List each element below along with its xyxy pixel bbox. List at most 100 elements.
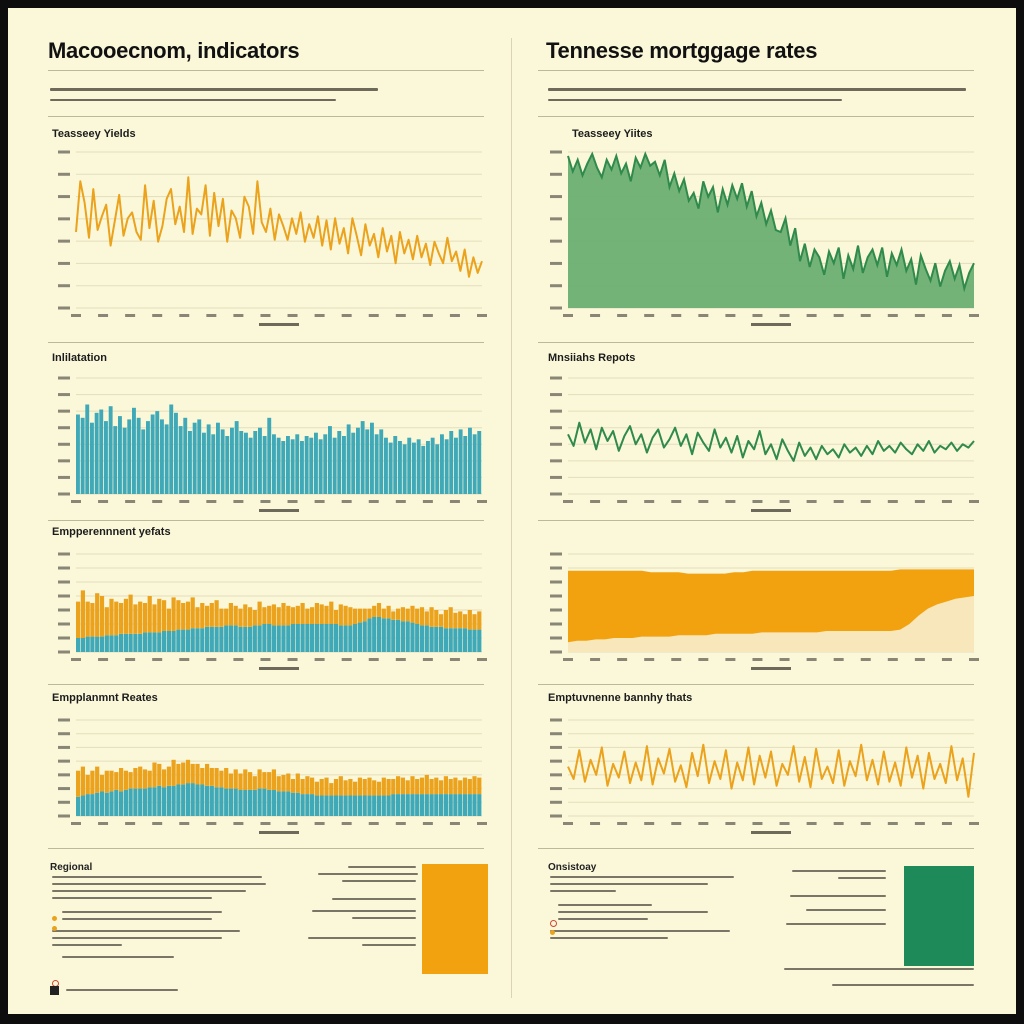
mortgage-rate-band-chart [550,552,979,670]
bar-segment [372,795,377,816]
bar-segment [243,789,248,816]
x-axis-label-mark [259,831,299,834]
bar [449,431,454,494]
bar-segment [362,795,367,816]
bar [276,437,281,494]
bar-segment [295,624,300,652]
bar-segment [353,795,358,816]
bar [463,436,468,494]
y-tick-mark [550,492,562,496]
bar-segment [415,624,420,652]
bar-segment [76,796,81,816]
x-tick-mark [833,314,844,317]
bar-segment [429,607,434,627]
bar-segment [252,610,257,626]
left-divider-2 [48,520,484,521]
bar-segment [267,772,272,790]
bar-segment [400,621,405,652]
x-tick-mark [833,500,844,503]
bar-segment [400,777,405,795]
bar [104,421,108,494]
market-reports-chart [550,376,979,512]
bar-segment [109,770,114,792]
bar [328,426,332,494]
x-tick-mark [806,500,817,503]
x-tick-mark [941,314,952,317]
bar-segment [190,763,195,784]
bar-segment [181,762,186,785]
bar [164,424,169,494]
bar-segment [333,624,339,652]
bar-segment [238,608,243,627]
bar-segment [439,626,444,652]
bar-segment [357,608,362,623]
x-tick-mark [233,500,244,503]
employment-monthly-title: Emptuvnenne bannhy thats [548,692,693,704]
x-tick-mark [422,822,433,825]
left-footer-icon [50,986,59,995]
y-tick-mark [550,636,562,640]
bar-segment [305,608,310,624]
bar [80,417,85,494]
bar-segment [142,603,148,633]
x-tick-mark [287,314,298,317]
series-line [75,176,483,278]
right-heading: Tennesse mortggage rates [546,38,818,63]
right-stat-box [904,866,974,966]
bar-segment [376,617,382,652]
bar-segment [109,598,114,636]
inflation-title: Inlilatation [52,352,107,364]
x-tick-mark [833,822,844,825]
bar [304,436,309,494]
y-tick-mark [550,787,562,791]
y-tick-mark [550,580,562,584]
bar-segment [200,768,205,785]
bar-segment [290,792,296,816]
bar-segment [109,635,114,652]
x-tick-mark [644,500,655,503]
bar-segment [429,794,434,816]
bar-segment [453,612,458,629]
x-tick-mark [341,822,352,825]
bar-segment [324,605,329,624]
bar-segment [357,795,362,816]
bar-segment [300,779,305,795]
x-tick-mark [314,314,325,317]
employment-monthly-chart [550,718,979,834]
x-tick-mark [125,500,136,503]
inflation-chart [58,376,487,512]
bar-segment [424,611,429,626]
bar-segment [286,625,291,652]
x-tick-mark [341,500,352,503]
bar-segment [181,784,186,816]
y-tick-mark [58,492,70,496]
x-tick-mark [860,658,871,661]
x-tick-mark [152,658,163,661]
bar-segment [348,607,353,626]
y-tick-mark [550,718,562,722]
x-tick-mark [125,314,136,317]
y-tick-mark [58,393,70,397]
bar-segment [300,624,305,652]
x-tick-mark [233,314,244,317]
x-tick-mark [644,314,655,317]
bar-segment [439,614,444,627]
x-tick-mark [644,822,655,825]
x-tick-mark [563,658,573,661]
x-tick-mark [422,314,433,317]
x-tick-mark [449,822,460,825]
x-tick-mark [449,314,460,317]
bar-segment [329,601,334,624]
bar-segment [305,776,310,794]
y-tick-mark [550,239,562,243]
bar [318,439,323,494]
bar-segment [185,759,191,784]
y-tick-mark [550,306,562,310]
y-tick-mark [58,800,70,804]
bar [160,419,164,494]
y-tick-mark [550,172,562,176]
bar-segment [219,608,224,627]
x-tick-mark [617,314,628,317]
bar-segment [181,603,186,630]
left-divider-3 [48,684,484,685]
